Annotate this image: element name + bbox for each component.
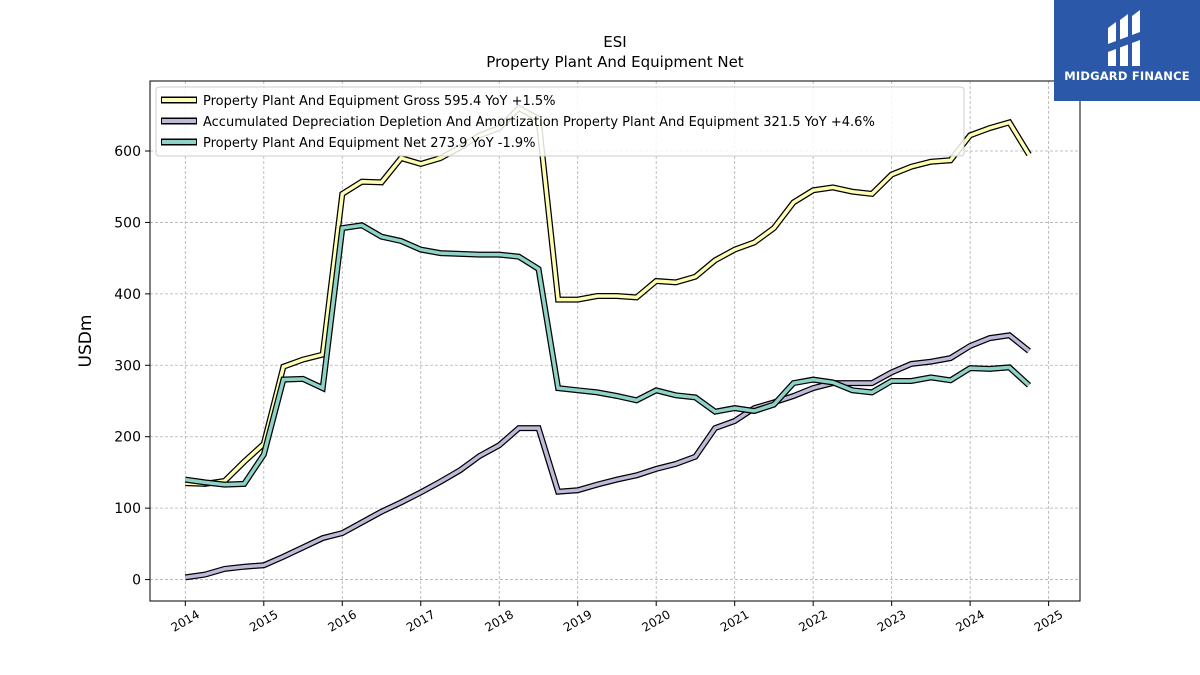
chart-subtitle: Property Plant And Equipment Net	[486, 53, 743, 71]
y-tick-label: 400	[114, 287, 141, 303]
x-tick-label: 2024	[953, 607, 986, 634]
x-tick-label: 2020	[639, 607, 672, 634]
x-tick-label: 2025	[1032, 607, 1065, 634]
x-tick-label: 2019	[561, 607, 594, 634]
x-tick-label: 2016	[326, 607, 359, 634]
series-line-0	[185, 105, 1031, 486]
x-tick-label: 2017	[404, 607, 437, 634]
x-tick-label: 2015	[247, 607, 280, 634]
y-axis-label: USDm	[76, 315, 96, 368]
x-tick-label: 2021	[718, 607, 751, 634]
y-tick-label: 300	[114, 358, 141, 374]
plot-frame	[149, 80, 1081, 602]
brand-logo: MIDGARD FINANCE	[1054, 0, 1200, 101]
x-tick-label: 2018	[483, 607, 516, 634]
series-line-2	[185, 223, 1031, 487]
chart-title: ESI	[603, 33, 626, 51]
legend-box	[155, 86, 965, 157]
series-line-1	[185, 333, 1031, 580]
legend-label: Accumulated Depreciation Depletion And A…	[203, 115, 875, 130]
y-tick-label: 600	[114, 144, 141, 160]
y-tick-label: 0	[132, 573, 141, 589]
legend-label: Property Plant And Equipment Net 273.9 Y…	[203, 136, 536, 151]
series-outline-1	[184, 332, 1031, 581]
y-tick-label: 500	[114, 215, 141, 231]
y-tick-label: 200	[114, 430, 141, 446]
x-tick-label: 2023	[875, 607, 908, 634]
brand-mark-icon	[1108, 10, 1140, 66]
legend-label: Property Plant And Equipment Gross 595.4…	[203, 94, 556, 109]
legend: Property Plant And Equipment Gross 595.4…	[155, 86, 965, 157]
y-tick-label: 100	[114, 501, 141, 517]
x-tick-label: 2014	[169, 607, 202, 634]
brand-name: MIDGARD FINANCE	[1064, 69, 1190, 83]
series-layer	[184, 104, 1032, 581]
x-tick-label: 2022	[796, 607, 829, 634]
